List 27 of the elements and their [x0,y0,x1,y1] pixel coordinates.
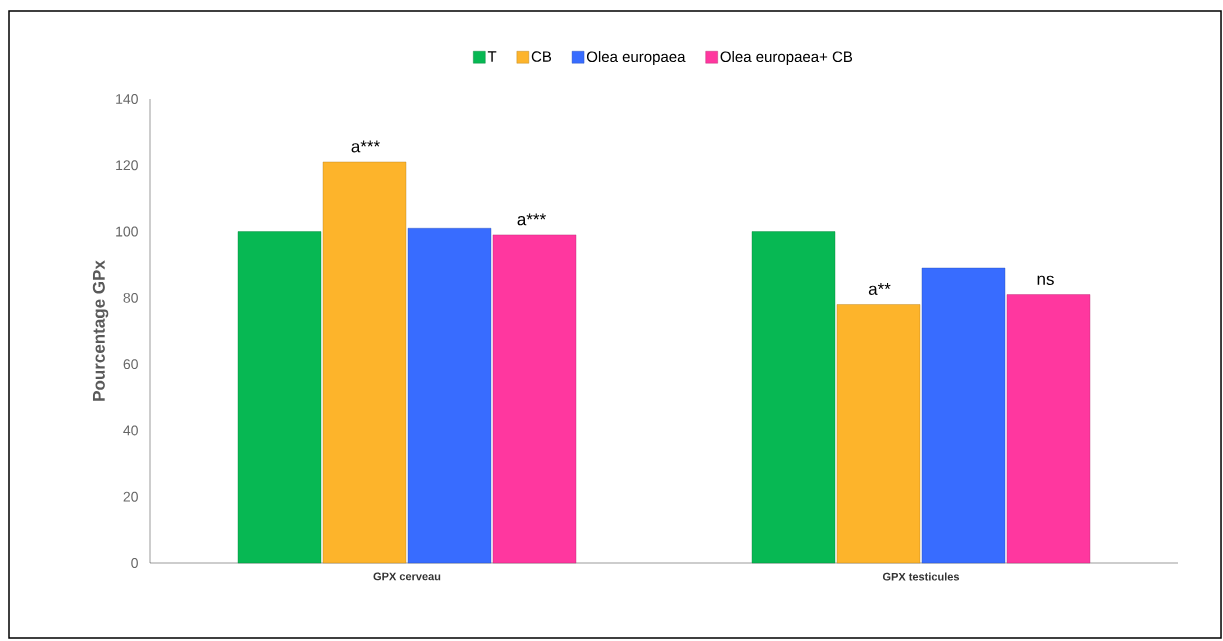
legend-label: Olea europaea [586,51,686,66]
y-tick-label: 40 [123,425,138,436]
y-axis-title: Pourcentage GPx [92,260,109,401]
x-tick-label: GPX cerveau [373,572,441,581]
x-tick-label: GPX testicules [882,572,960,581]
y-tick-label: 120 [116,160,138,171]
annotation: ns [1037,275,1054,286]
bar [407,228,492,564]
bar [1006,294,1091,564]
y-tick-label: 140 [116,94,138,104]
y-tick-label: 60 [123,359,138,370]
annotation: a*** [517,213,546,226]
legend-label: Olea europaea+ CB [720,51,853,66]
bar [237,231,322,564]
y-tick-label: 0 [131,558,138,568]
y-tick-label: 100 [116,226,138,237]
bar [751,231,836,564]
y-tick-label: 20 [123,491,138,502]
legend-label: T [487,51,497,62]
annotation: a*** [351,140,380,153]
bar [836,304,921,564]
y-tick-label: 80 [123,292,138,303]
bar [921,267,1006,564]
bar [492,234,577,564]
annotation: a** [868,283,891,295]
legend-label: CB [531,51,552,62]
bar [322,161,407,564]
